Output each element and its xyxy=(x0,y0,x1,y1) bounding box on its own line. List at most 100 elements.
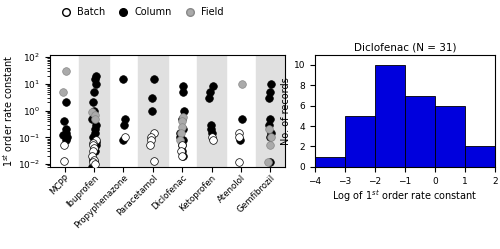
Point xyxy=(62,69,70,73)
Point xyxy=(266,135,274,139)
Point xyxy=(268,82,276,86)
Point xyxy=(88,154,96,158)
Bar xyxy=(375,65,405,167)
Point xyxy=(89,160,97,164)
Point xyxy=(90,77,98,81)
Point xyxy=(92,123,100,126)
Point xyxy=(238,82,246,86)
X-axis label: Log of 1$^{st}$ order rate constant: Log of 1$^{st}$ order rate constant xyxy=(332,188,478,204)
Point xyxy=(178,125,186,129)
Point xyxy=(60,143,68,147)
Point xyxy=(92,138,100,142)
Point xyxy=(60,119,68,123)
Point xyxy=(176,138,184,142)
Point xyxy=(59,90,67,94)
Point xyxy=(266,160,274,164)
Bar xyxy=(197,55,226,167)
Point xyxy=(88,117,96,121)
Point xyxy=(90,146,98,150)
Point xyxy=(148,96,156,100)
Point xyxy=(234,135,242,139)
Point xyxy=(91,162,99,166)
Point xyxy=(176,135,184,139)
Point xyxy=(89,141,97,145)
Point xyxy=(179,84,187,88)
Point xyxy=(150,131,158,135)
Point xyxy=(92,139,100,143)
Point xyxy=(178,143,186,147)
Point xyxy=(208,135,216,139)
Point xyxy=(206,127,214,131)
Point xyxy=(176,131,184,135)
Point xyxy=(264,123,272,126)
Point xyxy=(62,138,70,142)
Point xyxy=(88,110,96,114)
Point xyxy=(178,131,186,135)
Point xyxy=(178,149,186,153)
Bar xyxy=(435,106,465,167)
Point xyxy=(62,131,70,135)
Point xyxy=(264,96,272,100)
Point xyxy=(178,154,186,158)
Point xyxy=(266,117,274,121)
Point xyxy=(92,74,100,78)
Point xyxy=(90,127,98,131)
Point xyxy=(90,90,98,94)
Point xyxy=(121,135,129,139)
Point xyxy=(179,90,187,94)
Point xyxy=(90,109,98,113)
Point xyxy=(63,135,71,139)
Bar xyxy=(80,55,109,167)
Point xyxy=(59,133,67,137)
Bar xyxy=(315,157,345,167)
Point xyxy=(235,160,243,164)
Bar xyxy=(405,96,435,167)
Point xyxy=(60,159,68,163)
Y-axis label: No. of records: No. of records xyxy=(281,77,291,145)
Point xyxy=(178,143,186,147)
Point xyxy=(267,131,275,135)
Point xyxy=(266,127,274,131)
Point xyxy=(266,143,274,147)
Point xyxy=(178,117,186,121)
Point xyxy=(178,119,186,123)
Point xyxy=(90,143,98,147)
Point xyxy=(180,154,188,158)
Point xyxy=(91,117,99,121)
Point xyxy=(177,149,185,153)
Point xyxy=(121,117,129,121)
Bar xyxy=(465,146,495,167)
Point xyxy=(92,131,100,135)
Legend: Batch, Column, Field: Batch, Column, Field xyxy=(56,7,224,17)
Point xyxy=(180,109,188,113)
Point xyxy=(266,90,274,94)
Point xyxy=(206,123,214,126)
Point xyxy=(90,158,98,162)
Y-axis label: 1$^{st}$ order rate constant: 1$^{st}$ order rate constant xyxy=(2,55,15,167)
Point xyxy=(119,77,127,81)
Point xyxy=(90,160,98,164)
Point xyxy=(208,131,216,135)
Bar xyxy=(138,55,168,167)
Point xyxy=(206,90,214,94)
Point xyxy=(88,149,96,153)
Point xyxy=(89,101,97,105)
Point xyxy=(92,143,100,147)
Point xyxy=(118,138,126,142)
Title: Diclofenac (N = 31): Diclofenac (N = 31) xyxy=(354,43,456,53)
Point xyxy=(150,77,158,81)
Point xyxy=(236,131,244,135)
Point xyxy=(209,84,217,88)
Point xyxy=(91,113,99,117)
Point xyxy=(264,160,272,164)
Point xyxy=(238,117,246,121)
Point xyxy=(236,138,244,142)
Point xyxy=(150,159,158,163)
Point xyxy=(90,135,98,139)
Point xyxy=(206,96,214,100)
Point xyxy=(120,123,128,126)
Point xyxy=(92,149,100,153)
Point xyxy=(62,101,70,105)
Point xyxy=(146,143,154,147)
Point xyxy=(62,127,70,131)
